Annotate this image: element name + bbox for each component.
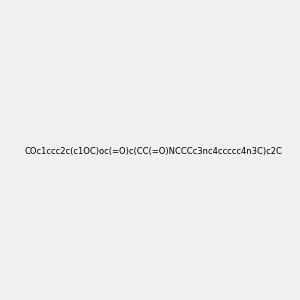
Text: COc1ccc2c(c1OC)oc(=O)c(CC(=O)NCCCc3nc4ccccc4n3C)c2C: COc1ccc2c(c1OC)oc(=O)c(CC(=O)NCCCc3nc4cc… (25, 147, 283, 156)
